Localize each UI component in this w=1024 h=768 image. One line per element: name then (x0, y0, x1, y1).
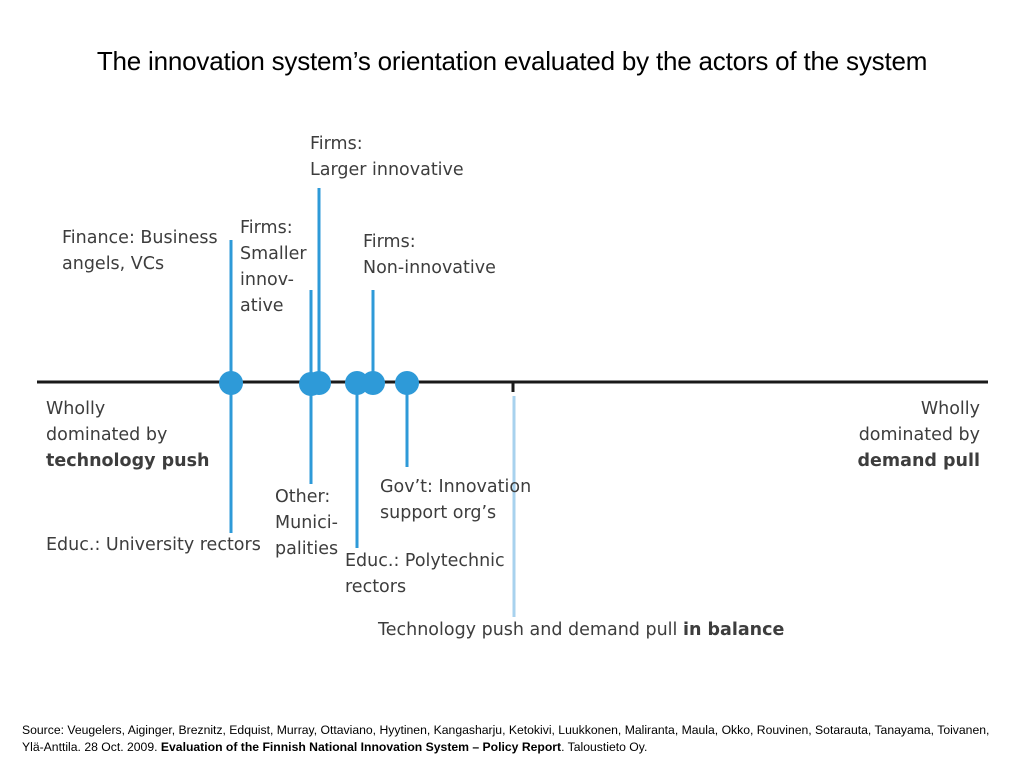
label-other-municipalities: Other: Munici- palities (275, 487, 339, 559)
label-firms-non: Firms: Non-innovative (363, 232, 496, 278)
page-title: The innovation system’s orientation eval… (96, 46, 928, 76)
marker-finance-university (219, 371, 243, 395)
label-technology-push: Wholly dominated by technology push (46, 399, 210, 471)
label-firms-larger: Firms: Larger innovative (310, 134, 464, 180)
label-demand-pull: Wholly dominated by demand pull (857, 399, 981, 471)
source-citation: Source: Veugelers, Aiginger, Breznitz, E… (22, 723, 990, 754)
label-firms-smaller: Firms: Smaller innov- ative (240, 218, 307, 316)
label-finance: Finance: Business angels, VCs (62, 228, 218, 274)
label-govt: Gov’t: Innovation support org’s (380, 477, 532, 523)
marker-govt (395, 371, 419, 395)
marker-firms-larger (307, 371, 331, 395)
label-edu-polytechnic: Educ.: Polytechnic rectors (345, 551, 505, 597)
marker-firms-non (361, 371, 385, 395)
label-balance: Technology push and demand pull in balan… (378, 620, 785, 640)
label-edu-university: Educ.: University rectors (46, 535, 261, 555)
